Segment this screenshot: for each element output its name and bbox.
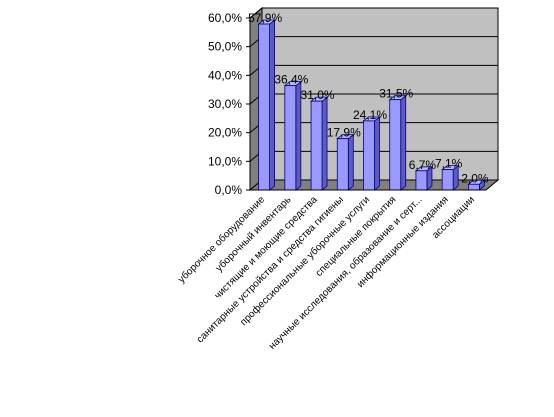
bar-side	[400, 94, 407, 191]
y-tick-label: 20,0%	[208, 126, 242, 140]
data-label: 31,5%	[379, 87, 413, 101]
bar	[389, 99, 402, 191]
data-label: 7,1%	[435, 157, 463, 171]
data-label: 6,7%	[409, 158, 437, 172]
bar	[284, 85, 297, 191]
y-tick-label: 0,0%	[215, 183, 243, 197]
bar-side	[347, 133, 354, 191]
y-tick-label: 60,0%	[208, 11, 242, 25]
data-label: 57,9%	[248, 11, 282, 25]
bar-side	[321, 96, 328, 191]
y-tick-label: 40,0%	[208, 68, 242, 82]
y-tick-label: 30,0%	[208, 97, 242, 111]
bar	[310, 100, 323, 191]
bar	[363, 120, 375, 191]
y-tick-label: 10,0%	[208, 154, 242, 168]
gridline-depth	[249, 7, 263, 19]
data-label: 31,0%	[301, 88, 335, 102]
bar	[258, 23, 271, 191]
bar	[415, 170, 428, 191]
bar	[441, 169, 454, 191]
data-label: 17,9%	[327, 126, 361, 140]
bar	[336, 138, 349, 191]
data-label: 24,1%	[353, 108, 387, 122]
data-label: 36,4%	[274, 73, 308, 87]
x-tick-label: чистящие и моющие средства	[213, 194, 320, 301]
data-label: 2,0%	[461, 171, 489, 185]
bar-side	[374, 116, 380, 191]
y-tick-label: 50,0%	[208, 40, 242, 54]
bar-side	[269, 19, 276, 191]
